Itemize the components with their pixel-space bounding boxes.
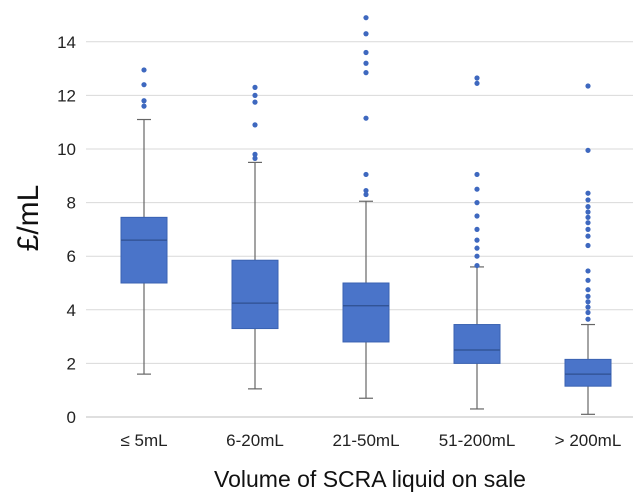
box-group: [453, 75, 501, 410]
outlier-point: [363, 187, 369, 194]
box-group: [231, 84, 279, 390]
outlier-point: [585, 304, 591, 310]
outlier-point: [252, 122, 258, 128]
outlier-point: [585, 209, 591, 215]
gridlines: [86, 41, 633, 364]
outlier-point: [585, 233, 591, 239]
outlier-point: [585, 214, 591, 220]
outlier-point: [585, 147, 591, 153]
outlier-point: [363, 115, 369, 121]
x-axis-ticks: ≤ 5mL 6-20mL 21-50mL 51-200mL > 200mL: [120, 431, 621, 450]
outlier-point: [585, 242, 591, 249]
outlier-point: [474, 200, 480, 206]
y-tick-label: 4: [67, 301, 76, 320]
outlier-point: [363, 70, 369, 76]
iqr-box: [120, 216, 168, 284]
outlier-point: [252, 99, 258, 105]
outlier-point: [474, 80, 480, 86]
outlier-point: [585, 220, 591, 226]
outlier-point: [585, 197, 591, 203]
box-series: [120, 15, 612, 415]
iqr-box: [342, 282, 390, 343]
box-group: [120, 67, 168, 375]
y-axis-title: £/mL: [12, 185, 45, 252]
outlier-point: [363, 31, 369, 37]
outlier-point: [141, 82, 147, 88]
outlier-point: [585, 190, 591, 196]
outlier-point: [585, 226, 591, 232]
outlier-point: [252, 92, 258, 98]
y-tick-label: 14: [57, 33, 76, 52]
outlier-point: [474, 171, 480, 178]
outlier-point: [474, 262, 480, 269]
box-group: [342, 15, 390, 399]
outlier-point: [585, 309, 591, 316]
outlier-point: [252, 155, 258, 161]
x-axis-title: Volume of SCRA liquid on sale: [214, 466, 526, 492]
y-tick-label: 8: [67, 194, 76, 213]
outlier-point: [141, 98, 147, 104]
outlier-point: [585, 83, 591, 89]
outlier-point: [585, 268, 591, 274]
outlier-point: [585, 293, 591, 299]
y-tick-label: 6: [67, 247, 76, 266]
iqr-box: [231, 259, 279, 330]
outlier-point: [474, 253, 480, 259]
outlier-point: [252, 84, 258, 90]
outlier-point: [474, 226, 480, 232]
outlier-point: [363, 191, 369, 198]
outlier-point: [585, 204, 591, 210]
box-group: [564, 83, 612, 415]
outlier-point: [585, 287, 591, 293]
y-tick-label: 12: [57, 86, 76, 105]
y-tick-label: 10: [57, 140, 76, 159]
outlier-point: [474, 213, 480, 219]
x-tick-label: ≤ 5mL: [120, 431, 167, 450]
x-tick-label: 21-50mL: [332, 431, 399, 450]
x-tick-label: 6-20mL: [226, 431, 284, 450]
outlier-point: [474, 245, 480, 251]
outlier-point: [363, 60, 369, 66]
y-tick-label: 0: [67, 408, 76, 427]
outlier-point: [363, 15, 369, 21]
outlier-point: [585, 277, 591, 283]
x-tick-label: 51-200mL: [439, 431, 516, 450]
outlier-point: [252, 151, 258, 157]
outlier-point: [141, 67, 147, 73]
outlier-point: [585, 299, 591, 305]
outlier-point: [363, 49, 369, 56]
iqr-box: [564, 358, 612, 387]
outlier-point: [474, 237, 480, 243]
outlier-point: [474, 75, 480, 81]
outlier-point: [141, 103, 147, 109]
outlier-point: [363, 171, 369, 178]
iqr-box: [453, 324, 501, 364]
y-tick-label: 2: [67, 354, 76, 373]
y-axis-ticks: 0 2 4 6 8 10 12 14: [57, 33, 76, 427]
outlier-point: [585, 316, 591, 322]
x-tick-label: > 200mL: [555, 431, 622, 450]
outlier-point: [474, 186, 480, 192]
